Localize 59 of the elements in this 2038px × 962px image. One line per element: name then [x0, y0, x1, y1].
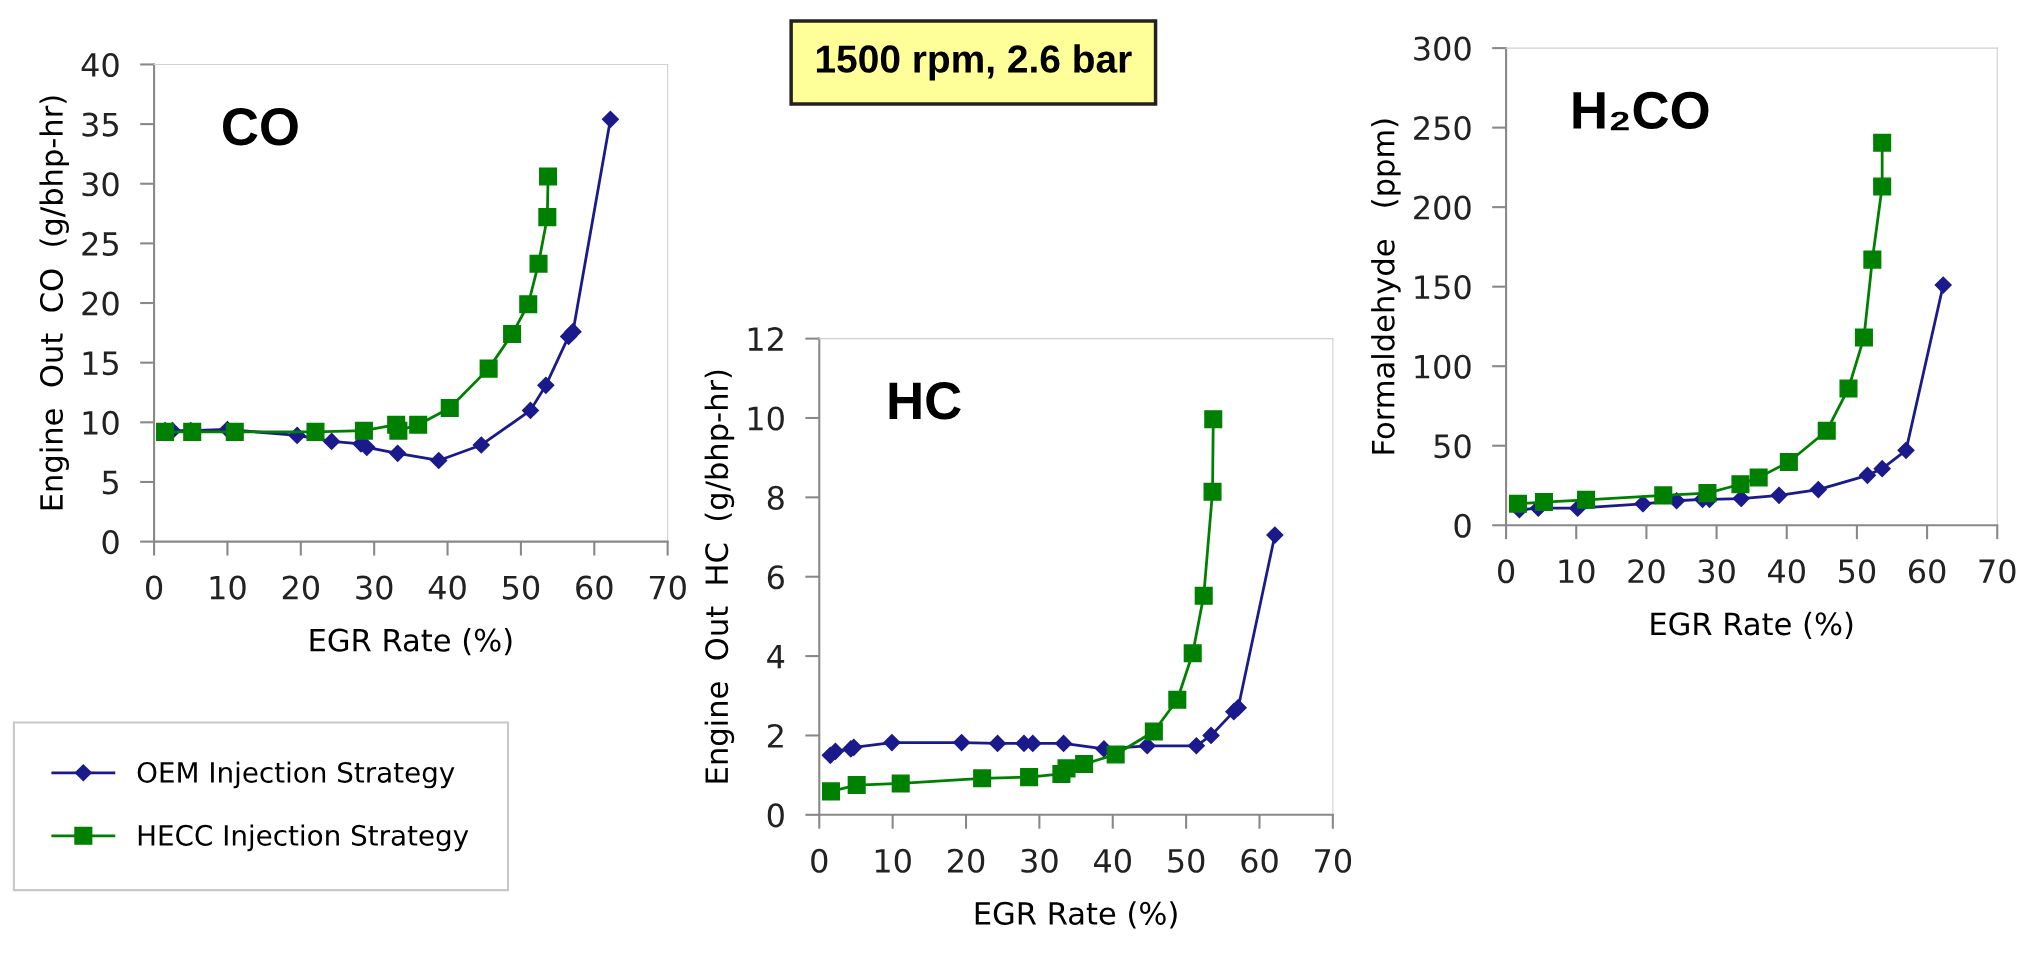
x-tick-label: 70 [649, 575, 686, 600]
x-tick-label: 70 [1315, 848, 1352, 873]
y-axis-title: Engine Out CO (g/bhp-hr) [39, 96, 69, 510]
x-tick-label: 20 [1628, 559, 1665, 584]
y-tick-label: 35 [82, 112, 118, 137]
x-tick-label: 60 [1908, 559, 1946, 584]
x-tick-label: 40 [1767, 559, 1805, 584]
x-tick-label: 50 [503, 575, 540, 600]
y-tick-label: 100 [1415, 354, 1471, 379]
x-tick-label: 0 [1498, 559, 1515, 584]
x-tick-label: 20 [282, 575, 320, 600]
y-tick-label: 20 [82, 291, 119, 316]
y-tick-label: 2 [767, 723, 783, 748]
x-axis-title: EGR Rate (%) [310, 628, 512, 656]
y-axis-title: Formaldehyde (ppm) [1371, 119, 1401, 454]
x-tick-label: 40 [428, 575, 466, 600]
y-tick-label: 150 [1415, 275, 1471, 300]
y-tick-label: 0 [767, 803, 784, 828]
x-tick-label: 30 [356, 575, 393, 600]
y-tick-label: 50 [1434, 434, 1471, 459]
y-tick-label: 6 [767, 565, 784, 590]
y-axis-title: Engine Out HC (g/bhp-hr) [704, 370, 735, 783]
y-tick-label: 8 [767, 485, 784, 510]
y-tick-label: 40 [81, 52, 119, 78]
y-tick-label: 200 [1414, 195, 1471, 220]
x-tick-label: 0 [146, 575, 163, 600]
x-tick-label: 10 [1559, 559, 1595, 584]
x-tick-label: 30 [1021, 848, 1058, 873]
y-tick-label: 15 [83, 351, 118, 376]
y-tick-label: 4 [767, 644, 785, 669]
annotation: CO [223, 108, 298, 146]
x-tick-label: 50 [1839, 559, 1876, 584]
x-axis-title: EGR Rate (%) [1651, 611, 1853, 639]
y-tick-label: 12 [748, 327, 783, 351]
legend-label: HECC Injection Strategy [138, 824, 469, 852]
y-tick-label: 300 [1414, 36, 1471, 61]
x-tick-label: 60 [1241, 848, 1278, 873]
y-tick-label: 250 [1414, 116, 1471, 141]
chart-title: 1500 rpm, 2.6 bar [816, 44, 1132, 81]
x-tick-label: 70 [1979, 559, 2016, 584]
x-tick-label: 10 [875, 848, 911, 873]
y-tick-label: 5 [102, 470, 118, 495]
y-tick-label: 0 [1454, 513, 1471, 538]
annotation: HC [889, 382, 961, 420]
x-tick-label: 10 [210, 575, 246, 600]
x-tick-label: 60 [576, 575, 613, 600]
y-tick-label: 0 [102, 530, 119, 555]
x-axis-title: EGR Rate (%) [975, 901, 1177, 929]
x-tick-label: 20 [948, 848, 985, 873]
legend-label: OEM Injection Strategy [137, 761, 455, 789]
y-tick-label: 30 [82, 172, 119, 197]
x-tick-label: 30 [1698, 559, 1735, 584]
annotation: H₂CO [1573, 91, 1709, 131]
y-tick-label: 10 [83, 410, 119, 435]
y-tick-label: 25 [82, 231, 118, 256]
y-tick-label: 10 [748, 406, 784, 431]
x-tick-label: 0 [811, 848, 828, 873]
x-tick-label: 40 [1093, 848, 1131, 873]
x-tick-label: 50 [1168, 848, 1205, 873]
